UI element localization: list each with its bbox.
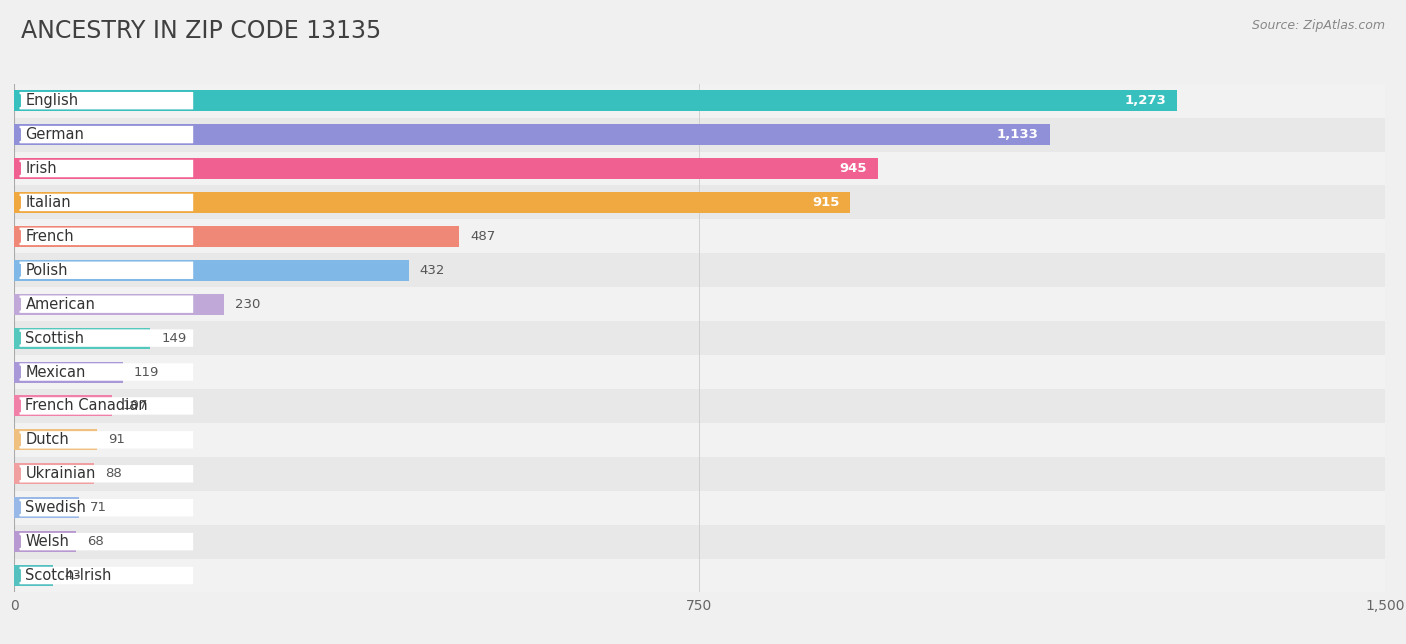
FancyBboxPatch shape [20,363,193,381]
Text: 119: 119 [134,366,159,379]
FancyBboxPatch shape [20,533,193,551]
Text: American: American [25,297,96,312]
Text: Ukrainian: Ukrainian [25,466,96,481]
Bar [14,355,1385,389]
Bar [14,389,1385,423]
Bar [14,531,76,552]
Bar [14,220,1385,253]
Bar [14,497,79,518]
Text: French Canadian: French Canadian [25,399,148,413]
Text: Source: ZipAtlas.com: Source: ZipAtlas.com [1251,19,1385,32]
Bar [14,558,1385,592]
FancyBboxPatch shape [20,160,193,177]
Bar [14,84,1385,118]
Bar [14,294,225,315]
Bar [14,321,1385,355]
Bar [14,491,1385,525]
FancyBboxPatch shape [20,431,193,449]
Bar [14,525,1385,558]
Bar [14,423,1385,457]
Bar [14,287,1385,321]
Bar [14,124,1049,145]
Bar [14,185,1385,220]
FancyBboxPatch shape [20,499,193,516]
Text: 1,133: 1,133 [997,128,1039,141]
FancyBboxPatch shape [20,261,193,279]
Text: Scottish: Scottish [25,330,84,346]
Text: 91: 91 [108,433,125,446]
FancyBboxPatch shape [20,567,193,584]
Bar [14,260,409,281]
FancyBboxPatch shape [20,92,193,109]
Bar [14,192,851,213]
Text: English: English [25,93,79,108]
Bar [14,226,460,247]
Bar [14,158,877,179]
Bar [14,565,53,586]
Text: German: German [25,127,84,142]
Text: 149: 149 [162,332,187,345]
Bar [14,463,94,484]
Text: 915: 915 [811,196,839,209]
Text: ANCESTRY IN ZIP CODE 13135: ANCESTRY IN ZIP CODE 13135 [21,19,381,43]
FancyBboxPatch shape [20,126,193,144]
Bar [14,361,122,383]
Text: Swedish: Swedish [25,500,86,515]
Text: 1,273: 1,273 [1125,94,1167,107]
Text: 88: 88 [105,468,122,480]
Bar [14,457,1385,491]
Bar [14,430,97,450]
Text: 107: 107 [122,399,148,412]
Text: 71: 71 [90,501,107,514]
Bar [14,118,1385,151]
Text: French: French [25,229,75,244]
FancyBboxPatch shape [20,194,193,211]
Text: 945: 945 [839,162,866,175]
Text: 43: 43 [65,569,82,582]
Text: Dutch: Dutch [25,432,69,448]
Bar [14,395,112,417]
Text: 432: 432 [420,264,446,277]
Bar [14,253,1385,287]
FancyBboxPatch shape [20,465,193,482]
Text: Irish: Irish [25,161,58,176]
Text: Welsh: Welsh [25,534,69,549]
FancyBboxPatch shape [20,397,193,415]
FancyBboxPatch shape [20,296,193,313]
Text: Polish: Polish [25,263,67,278]
Text: 487: 487 [470,230,495,243]
FancyBboxPatch shape [20,227,193,245]
FancyBboxPatch shape [20,329,193,347]
Bar [14,151,1385,185]
Text: Mexican: Mexican [25,365,86,379]
Bar [14,90,1177,111]
Bar [14,328,150,348]
Text: 68: 68 [87,535,104,548]
Text: Italian: Italian [25,195,72,210]
Text: 230: 230 [235,298,260,310]
Text: Scotch-Irish: Scotch-Irish [25,568,112,583]
